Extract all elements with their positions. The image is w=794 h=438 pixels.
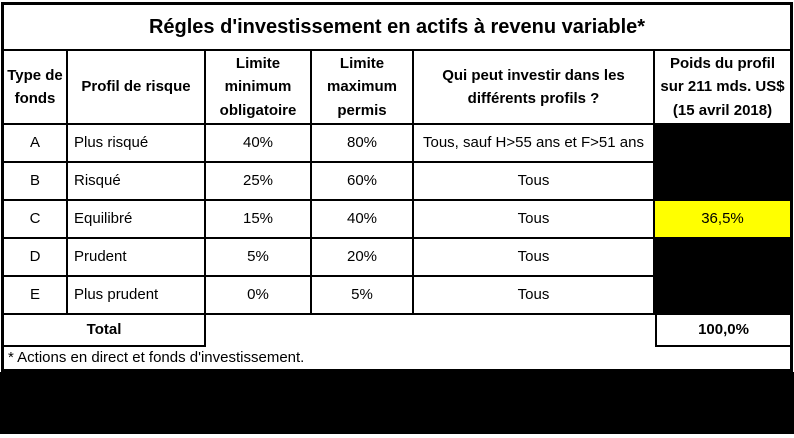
highlighted-weight-cell: 36,5% [655, 201, 790, 239]
max-limit: 60% [312, 163, 414, 201]
redacted-weight-cell [655, 277, 790, 315]
footnote: * Actions en direct et fonds d'investiss… [8, 348, 305, 366]
who-can-invest: Tous, sauf H>55 ans et F>51 ans [414, 125, 655, 163]
table-total-row: Total 100,0% [4, 315, 790, 347]
max-limit: 40% [312, 201, 414, 239]
risk-profile: Plus risqué [68, 125, 206, 163]
header-poids-du-profil: Poids du profil sur 211 mds. US$ (15 avr… [655, 51, 790, 125]
fund-type: E [4, 277, 68, 315]
header-limite-minimum: Limite minimum obligatoire [206, 51, 312, 125]
fund-type: B [4, 163, 68, 201]
table-row-a: A Plus risqué 40% 80% Tous, sauf H>55 an… [4, 125, 790, 163]
table-header-row: Type de fonds Profil de risque Limite mi… [4, 51, 790, 125]
fund-type: C [4, 201, 68, 239]
redacted-weight-cell [655, 125, 790, 163]
risk-profile: Prudent [68, 239, 206, 277]
redacted-weight-cell [655, 163, 790, 201]
who-can-invest: Tous [414, 277, 655, 315]
min-limit: 40% [206, 125, 312, 163]
total-value: 100,0% [655, 315, 790, 347]
investment-rules-table: Régles d'investissement en actifs à reve… [1, 2, 793, 372]
total-label: Total [4, 315, 206, 347]
max-limit: 20% [312, 239, 414, 277]
fund-type: D [4, 239, 68, 277]
header-type-de-fonds: Type de fonds [4, 51, 68, 125]
risk-profile: Plus prudent [68, 277, 206, 315]
table-title: Régles d'investissement en actifs à reve… [4, 5, 790, 51]
min-limit: 25% [206, 163, 312, 201]
title-row: Régles d'investissement en actifs à reve… [4, 5, 790, 51]
footnote-row: * Actions en direct et fonds d'investiss… [4, 347, 790, 369]
who-can-invest: Tous [414, 239, 655, 277]
who-can-invest: Tous [414, 163, 655, 201]
table-row-e: E Plus prudent 0% 5% Tous [4, 277, 790, 315]
min-limit: 0% [206, 277, 312, 315]
max-limit: 80% [312, 125, 414, 163]
min-limit: 5% [206, 239, 312, 277]
table-row-d: D Prudent 5% 20% Tous [4, 239, 790, 277]
min-limit: 15% [206, 201, 312, 239]
header-qui-peut-investir: Qui peut investir dans les différents pr… [414, 51, 655, 125]
table-row-b: B Risqué 25% 60% Tous [4, 163, 790, 201]
fund-type: A [4, 125, 68, 163]
max-limit: 5% [312, 277, 414, 315]
redacted-bottom-bar [0, 372, 794, 434]
total-empty-area [206, 315, 655, 347]
who-can-invest: Tous [414, 201, 655, 239]
header-profil-de-risque: Profil de risque [68, 51, 206, 125]
redacted-weight-cell [655, 239, 790, 277]
risk-profile: Equilibré [68, 201, 206, 239]
table-row-c: C Equilibré 15% 40% Tous 36,5% [4, 201, 790, 239]
risk-profile: Risqué [68, 163, 206, 201]
header-limite-maximum: Limite maximum permis [312, 51, 414, 125]
